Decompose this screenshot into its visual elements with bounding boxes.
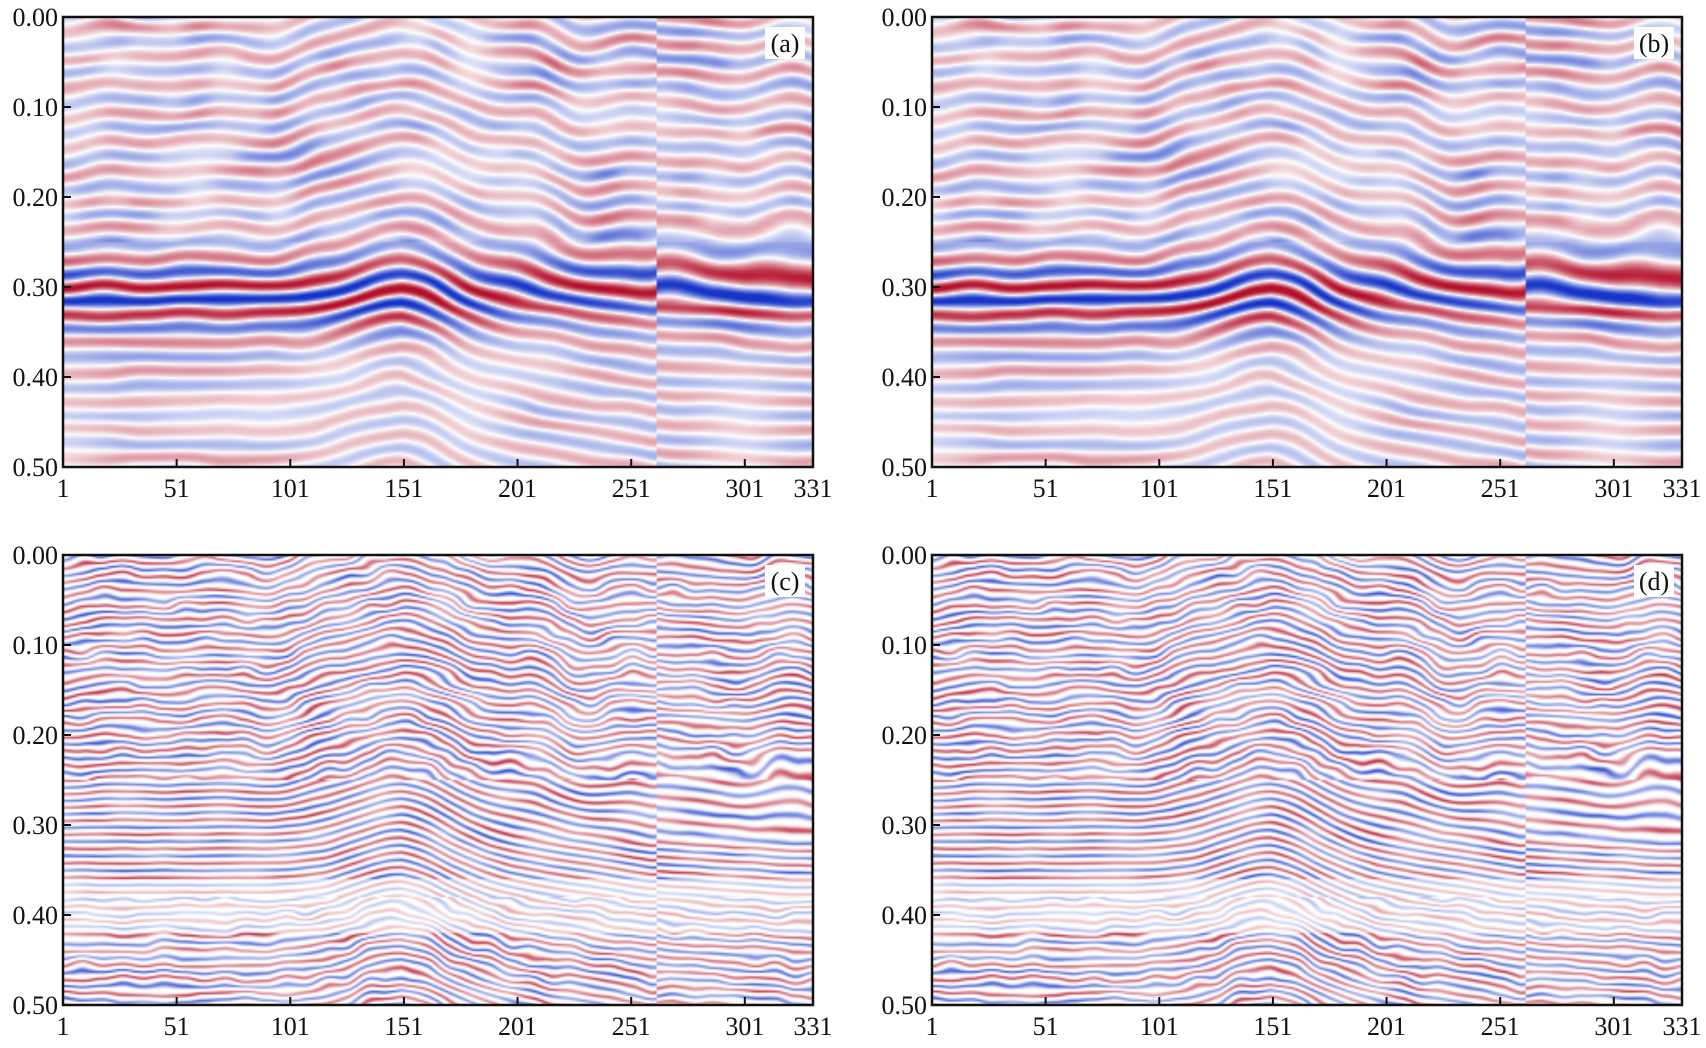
panel-a: 0.000.100.200.300.400.501 51 101 151 201 251 3… [13,3,833,503]
x-tick-label: 151 [1253,474,1292,503]
plot-frame [61,15,815,469]
seismic-section [63,555,813,1005]
panel-label-background [1634,27,1674,59]
y-tick-label: 0.10 [13,93,59,122]
y-tick-label: 0.30 [13,811,59,840]
y-tick-label: 0.20 [882,721,928,750]
x-tick-label: 201 [1367,474,1406,503]
y-tick-label: 0.50 [882,453,928,482]
x-tick-label: 151 [1253,1012,1292,1041]
panel-label: (a) [771,29,800,58]
y-tick-label: 0.20 [13,183,59,212]
x-tick-label: 1 [926,474,939,503]
x-tick-label: 251 [612,474,651,503]
seismic-section [932,17,1682,467]
x-tick-label: 101 [1140,474,1179,503]
x-tick-label: 51 [1033,1012,1059,1041]
y-tick-label: 0.00 [13,541,59,570]
plot-frame [61,553,815,1007]
x-tick-label: 331 [794,1012,833,1041]
x-tick-label: 151 [384,474,423,503]
plot-frame [930,15,1684,469]
y-tick-label: 0.40 [13,901,59,930]
x-tick-label: 301 [1594,1012,1633,1041]
x-tick-label: 1 [926,1012,939,1041]
y-tick-label: 0.40 [882,363,928,392]
x-tick-label: 151 [384,1012,423,1041]
y-tick-label: 0.00 [882,541,928,570]
y-tick-label: 0.30 [13,273,59,302]
x-tick-label: 251 [1481,474,1520,503]
x-tick-label: 331 [1663,474,1702,503]
y-tick-label: 0.10 [882,631,928,660]
panel-b: 0.000.100.200.300.400.501 51 101 151 201 251 3… [882,3,1702,503]
panel-label: (b) [1639,29,1669,58]
y-tick-label: 0.40 [13,363,59,392]
x-tick-label: 1 [57,474,70,503]
panel-label-background [765,27,805,59]
x-tick-label: 1 [57,1012,70,1041]
panel-c: 0.000.100.200.300.400.501 51 101 151 201 251 3… [13,541,833,1041]
panel-d: 0.000.100.200.300.400.501 51 101 151 201 251 3… [882,541,1702,1041]
seismic-section [932,555,1682,1005]
y-tick-label: 0.00 [882,3,928,32]
panel-label: (d) [1639,567,1669,596]
x-tick-label: 51 [164,1012,190,1041]
panel-label: (c) [771,567,800,596]
x-tick-label: 51 [1033,474,1059,503]
x-tick-label: 331 [794,474,833,503]
y-tick-label: 0.10 [13,631,59,660]
y-tick-label: 0.20 [882,183,928,212]
x-tick-label: 301 [725,1012,764,1041]
y-tick-label: 0.40 [882,901,928,930]
x-tick-label: 101 [271,474,310,503]
seismic-section [63,17,813,467]
x-tick-label: 301 [725,474,764,503]
y-tick-label: 0.20 [13,721,59,750]
x-tick-label: 101 [271,1012,310,1041]
x-tick-label: 201 [1367,1012,1406,1041]
x-tick-label: 331 [1663,1012,1702,1041]
panel-label-background [1634,565,1674,597]
y-tick-label: 0.00 [13,3,59,32]
x-tick-label: 201 [498,1012,537,1041]
y-tick-label: 0.50 [13,991,59,1020]
plot-frame [930,553,1684,1007]
panel-label-background [765,565,805,597]
y-tick-label: 0.30 [882,811,928,840]
x-tick-label: 101 [1140,1012,1179,1041]
y-tick-label: 0.30 [882,273,928,302]
x-tick-label: 251 [612,1012,651,1041]
x-tick-label: 51 [164,474,190,503]
y-tick-label: 0.10 [882,93,928,122]
x-tick-label: 201 [498,474,537,503]
y-tick-label: 0.50 [882,991,928,1020]
y-tick-label: 0.50 [13,453,59,482]
x-tick-label: 251 [1481,1012,1520,1041]
x-tick-label: 301 [1594,474,1633,503]
